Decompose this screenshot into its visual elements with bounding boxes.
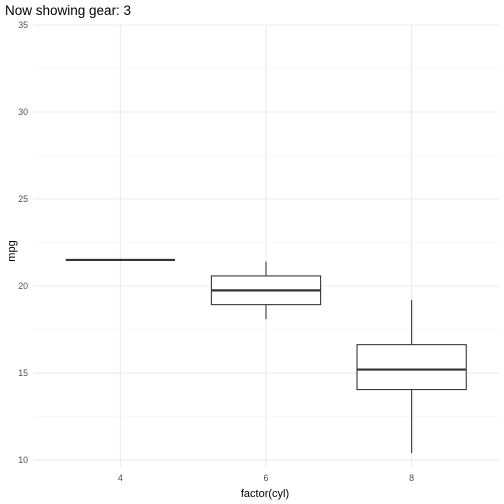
box-6 bbox=[210, 261, 322, 320]
x-tick-label: 6 bbox=[264, 473, 269, 483]
x-axis-title: factor(cyl) bbox=[241, 488, 289, 500]
x-tick-label: 4 bbox=[118, 473, 123, 483]
y-tick-label: 20 bbox=[18, 281, 28, 291]
y-axis-ticks: 10 15 20 25 30 35 bbox=[18, 20, 28, 465]
grid bbox=[33, 24, 499, 467]
y-tick-label: 25 bbox=[18, 194, 28, 204]
x-axis-ticks: 4 6 8 bbox=[118, 473, 414, 483]
y-tick-label: 15 bbox=[18, 368, 28, 378]
y-axis-title: mpg bbox=[6, 240, 18, 261]
box-8 bbox=[356, 299, 467, 454]
boxes bbox=[65, 258, 467, 454]
y-tick-label: 10 bbox=[18, 455, 28, 465]
x-tick-label: 8 bbox=[409, 473, 414, 483]
chart-title: Now showing gear: 3 bbox=[5, 3, 131, 18]
y-tick-label: 30 bbox=[18, 107, 28, 117]
y-tick-label: 35 bbox=[18, 20, 28, 30]
iqr-box bbox=[356, 344, 467, 391]
